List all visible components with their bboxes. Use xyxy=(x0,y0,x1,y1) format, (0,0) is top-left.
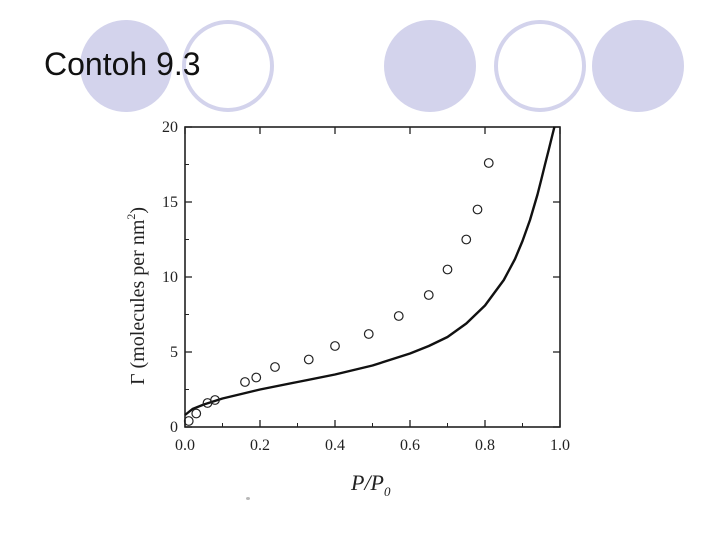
decorative-ring-2 xyxy=(182,20,274,112)
y-tick-label: 0 xyxy=(170,419,178,436)
data-point xyxy=(472,204,483,215)
data-point xyxy=(210,395,220,405)
data-point xyxy=(240,377,250,387)
y-axis-label: Γ (molecules per nm2) xyxy=(124,207,149,385)
data-point xyxy=(303,354,314,365)
data-point xyxy=(363,329,374,339)
x-tick-label: 0.2 xyxy=(250,437,270,454)
x-tick-label: 0.6 xyxy=(400,437,420,454)
data-point xyxy=(251,372,262,383)
x-tick-label: 0.8 xyxy=(475,437,495,454)
data-point xyxy=(483,158,494,168)
data-point xyxy=(330,341,340,351)
data-point xyxy=(461,234,472,245)
x-tick-label: 0.0 xyxy=(175,437,195,454)
y-tick-label: 15 xyxy=(162,194,178,211)
x-tick-label: 0.4 xyxy=(325,437,345,454)
x-axis-label: P/P0 xyxy=(350,470,391,499)
decorative-ring-4 xyxy=(494,20,586,112)
decorative-circle-5 xyxy=(592,20,684,112)
y-tick-label: 5 xyxy=(170,344,178,361)
y-tick-label: 20 xyxy=(162,119,178,136)
decorative-circle-1 xyxy=(80,20,172,112)
data-point xyxy=(393,311,404,321)
data-point xyxy=(423,290,434,300)
data-point xyxy=(270,362,280,372)
scan-speck xyxy=(246,497,250,500)
slide-title: Contoh 9.3 xyxy=(44,46,201,82)
model-curve xyxy=(184,126,556,416)
data-point xyxy=(191,408,202,419)
y-tick-label: 10 xyxy=(162,269,178,286)
data-point xyxy=(442,264,453,275)
decorative-circle-3 xyxy=(384,20,476,112)
data-point xyxy=(183,416,194,426)
x-tick-label: 1.0 xyxy=(550,437,570,454)
